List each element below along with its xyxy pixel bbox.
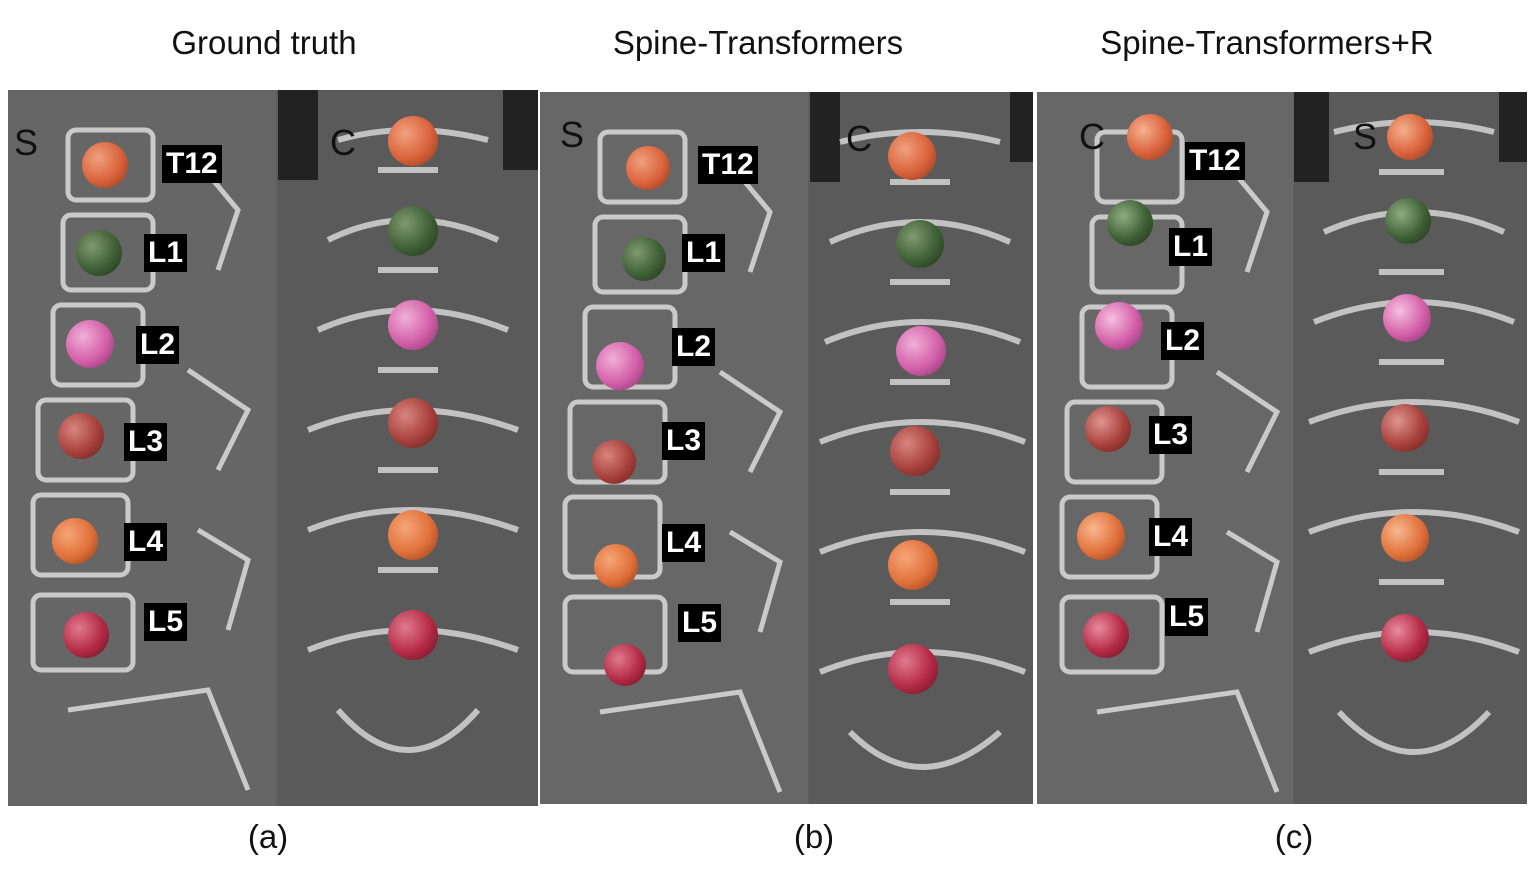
- label-l2: L2: [1161, 322, 1205, 360]
- view-label: C: [330, 122, 356, 163]
- landmark-t12: [1387, 114, 1433, 160]
- panel-a-caption: (a): [247, 818, 289, 855]
- landmark-l1: [1385, 198, 1431, 244]
- landmark-l4: [52, 518, 98, 564]
- label-l2: L2: [672, 328, 716, 366]
- panel-b-caption: (b): [793, 818, 835, 855]
- panel-b-title: Spine-Transformers: [612, 24, 904, 61]
- landmark-l3: [890, 426, 940, 476]
- landmark-t12: [82, 142, 128, 188]
- sagittal-view-b: [540, 92, 808, 804]
- landmark-l5: [1083, 612, 1129, 658]
- landmark-l3: [592, 440, 636, 484]
- landmark-l3: [1381, 404, 1429, 452]
- view-label: S: [560, 114, 585, 155]
- panel-b: S C T12 L1 L2 L3 L4 L5: [540, 92, 1033, 804]
- landmark-l5: [388, 610, 438, 660]
- landmark-l2: [1383, 294, 1431, 342]
- label-l1: L1: [1169, 228, 1213, 266]
- label-l5: L5: [678, 604, 722, 642]
- landmark-l5: [604, 644, 646, 686]
- label-t12: T12: [1185, 142, 1245, 180]
- landmark-l5: [888, 644, 938, 694]
- label-l1: L1: [144, 234, 188, 272]
- view-label: C: [846, 118, 872, 159]
- panel-a-title: Ground truth: [171, 24, 357, 61]
- label-l4: L4: [124, 523, 168, 561]
- label-l3: L3: [662, 422, 706, 460]
- label-l2: L2: [136, 326, 180, 364]
- landmark-t12: [626, 146, 670, 190]
- landmark-t12: [388, 116, 438, 166]
- landmark-l4: [594, 544, 638, 588]
- landmark-l4: [1381, 514, 1429, 562]
- spine-image-coronal-a: [278, 90, 538, 806]
- landmark-l2: [596, 342, 644, 390]
- landmark-l1: [388, 206, 438, 256]
- landmark-l1: [1107, 200, 1153, 246]
- label-l5: L5: [144, 603, 188, 641]
- view-label: S: [14, 122, 39, 163]
- landmark-l3: [1085, 406, 1131, 452]
- panel-c-caption: (c): [1274, 818, 1314, 855]
- landmark-l2: [1095, 302, 1143, 350]
- landmark-l4: [388, 510, 438, 560]
- landmark-l1: [76, 230, 122, 276]
- landmark-l1: [622, 237, 666, 281]
- landmark-l4: [1077, 512, 1125, 560]
- landmark-l2: [66, 320, 114, 368]
- panel-c: C S T12 L1 L2 L3 L4 L5: [1037, 92, 1527, 804]
- label-l4: L4: [1149, 518, 1193, 556]
- landmark-l5: [1381, 614, 1429, 662]
- label-l3: L3: [1149, 416, 1193, 454]
- panel-a: S C T12 L1 L2 L3 L4 L5: [8, 90, 538, 806]
- coronal-view-a: [278, 90, 538, 806]
- view-label: C: [1079, 116, 1105, 157]
- landmark-t12: [1127, 114, 1173, 160]
- landmark-l2: [388, 300, 438, 350]
- label-t12: T12: [698, 146, 758, 184]
- landmark-l4: [888, 540, 938, 590]
- panel-c-title: Spine-Transformers+R: [1100, 24, 1434, 61]
- label-l3: L3: [124, 423, 168, 461]
- label-l1: L1: [682, 234, 726, 272]
- landmark-l5: [63, 612, 109, 658]
- landmark-l1: [896, 220, 944, 268]
- spine-image-sagittal-b: [540, 92, 808, 804]
- label-t12: T12: [162, 145, 222, 183]
- landmark-t12: [888, 132, 936, 180]
- label-l5: L5: [1165, 598, 1209, 636]
- landmark-l3: [388, 398, 438, 448]
- view-label: S: [1353, 116, 1378, 157]
- landmark-l3: [58, 413, 104, 459]
- label-l4: L4: [662, 524, 706, 562]
- landmark-l2: [896, 326, 946, 376]
